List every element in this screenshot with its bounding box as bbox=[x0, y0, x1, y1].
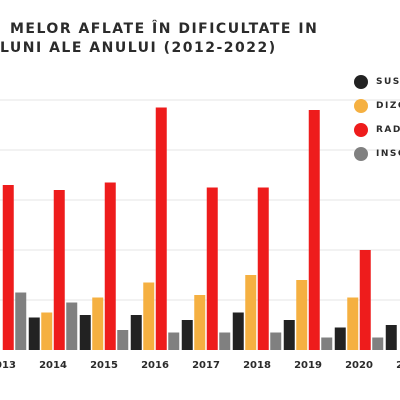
legend-label-rad: RAD bbox=[376, 125, 400, 135]
legend-swatch-insc bbox=[354, 147, 368, 161]
bar-dizol-2016 bbox=[143, 282, 155, 350]
x-tick-label: 2018 bbox=[243, 360, 271, 371]
chart-title-line-1: MELOR AFLATE ÎN DIFICULTATE IN bbox=[10, 21, 319, 37]
x-tick-label: 2017 bbox=[192, 360, 220, 371]
legend-label-dizol: DIZOL bbox=[376, 101, 400, 111]
bar-insc-2013 bbox=[15, 292, 27, 350]
bar-rad-2018 bbox=[257, 187, 269, 350]
legend-swatch-dizol bbox=[354, 99, 368, 113]
bar-rad-2020 bbox=[359, 250, 371, 350]
bar-rad-2013 bbox=[2, 185, 14, 350]
x-tick-label: 2020 bbox=[345, 360, 373, 371]
bar-insc-2015 bbox=[117, 330, 129, 350]
legend-item-susp[interactable]: SUSP bbox=[354, 74, 400, 90]
bar-dizol-2017 bbox=[194, 295, 206, 350]
legend-label-susp: SUSP bbox=[376, 77, 400, 87]
bar-rad-2019 bbox=[308, 110, 320, 350]
bar-dizol-2018 bbox=[245, 275, 257, 350]
x-tick-label: 2013 bbox=[0, 360, 16, 371]
bar-dizol-2019 bbox=[296, 280, 308, 350]
bar-susp-2021 bbox=[385, 325, 397, 350]
x-tick-label: 2021 bbox=[396, 360, 400, 371]
chart-title: MELOR AFLATE ÎN DIFICULTATE IN LUNI ALE … bbox=[0, 20, 400, 58]
bar-dizol-2015 bbox=[92, 297, 104, 350]
legend-item-insc[interactable]: INSC bbox=[354, 146, 400, 162]
bar-susp-2019 bbox=[283, 320, 295, 350]
bar-susp-2018 bbox=[232, 312, 244, 350]
bar-susp-2020 bbox=[334, 327, 346, 350]
bar-susp-2014 bbox=[28, 317, 40, 350]
legend-swatch-rad bbox=[354, 123, 368, 137]
bar-dizol-2020 bbox=[347, 297, 359, 350]
bar-insc-2019 bbox=[321, 337, 333, 350]
x-tick-label: 2016 bbox=[141, 360, 169, 371]
legend-swatch-susp bbox=[354, 75, 368, 89]
bar-rad-2014 bbox=[53, 190, 65, 350]
legend-item-rad[interactable]: RAD bbox=[354, 122, 400, 138]
x-tick-label: 2019 bbox=[294, 360, 322, 371]
legend-label-insc: INSC bbox=[376, 149, 400, 159]
bar-susp-2017 bbox=[181, 320, 193, 350]
bar-susp-2016 bbox=[130, 315, 142, 350]
bar-insc-2020 bbox=[372, 337, 384, 350]
bars bbox=[2, 107, 397, 350]
x-tick-labels: 2013 2014 2015 2016 2017 2018 2019 2020 2021 bbox=[0, 360, 400, 371]
legend-item-dizol[interactable]: DIZOL bbox=[354, 98, 400, 114]
bar-rad-2016 bbox=[155, 107, 167, 350]
bar-insc-2017 bbox=[219, 332, 231, 350]
bar-susp-2015 bbox=[79, 315, 91, 350]
x-tick-label: 2015 bbox=[90, 360, 118, 371]
bar-rad-2015 bbox=[104, 182, 116, 350]
chart-title-line-2: LUNI ALE ANULUI (2012-2022) bbox=[0, 40, 277, 56]
legend: SUSP DIZOL RAD INSC bbox=[354, 74, 400, 170]
bar-insc-2014 bbox=[66, 302, 78, 350]
bar-dizol-2014 bbox=[41, 312, 53, 350]
bar-rad-2017 bbox=[206, 187, 218, 350]
bar-insc-2018 bbox=[270, 332, 282, 350]
x-tick-label: 2014 bbox=[39, 360, 67, 371]
bar-insc-2016 bbox=[168, 332, 180, 350]
